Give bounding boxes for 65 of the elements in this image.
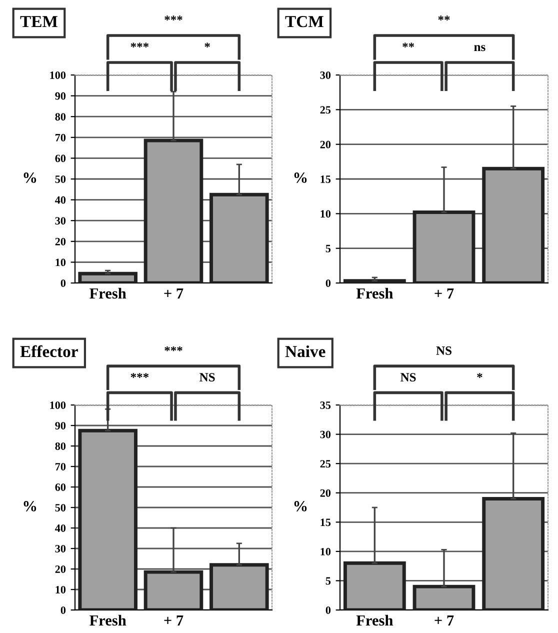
y-tick-label: 40	[55, 196, 66, 204]
y-axis-title: %	[294, 501, 307, 512]
x-tick-label: Fresh	[90, 614, 126, 626]
text: NS	[400, 373, 416, 382]
y-tick-label: 25	[320, 106, 331, 114]
x-tick-label: + 7	[434, 615, 454, 626]
y-axis-title: %	[294, 172, 307, 183]
y-tick-label: 10	[320, 548, 331, 556]
y-tick-label: 25	[320, 460, 331, 468]
text: *	[204, 42, 210, 48]
y-tick-label: 70	[55, 134, 66, 142]
y-tick-label: 100	[50, 71, 66, 79]
y-tick-label: 50	[55, 175, 66, 183]
y-tick-label: 70	[55, 462, 66, 470]
text: *	[477, 373, 482, 378]
y-tick-label: 15	[320, 176, 331, 183]
text: NS	[436, 346, 452, 355]
x-tick-label: Fresh	[90, 288, 126, 299]
y-tick-label: 0	[60, 606, 66, 614]
y-tick-label: 80	[55, 113, 66, 121]
text: ns	[474, 45, 486, 52]
y-tick-label: 30	[55, 544, 66, 552]
text: ***	[164, 16, 182, 20]
text: ***	[130, 373, 149, 378]
y-tick-label: 5	[326, 244, 331, 252]
y-tick-label: 20	[55, 565, 66, 573]
x-tick-label: Fresh	[356, 288, 393, 299]
y-tick-label: 10	[56, 258, 66, 266]
y-tick-label: 10	[56, 586, 66, 594]
y-axis-title: %	[24, 501, 36, 512]
chart-title: TEM	[20, 16, 58, 28]
text: ***	[164, 346, 182, 352]
y-tick-label: 5	[326, 577, 331, 585]
y-tick-label: 40	[55, 524, 66, 532]
y-tick-label: 60	[55, 154, 66, 162]
y-tick-label: 100	[50, 401, 66, 409]
text: **	[402, 42, 414, 48]
text: **	[438, 16, 450, 20]
text: ***	[130, 42, 149, 48]
chart-title: TCM	[285, 16, 324, 28]
y-tick-label: 30	[320, 430, 331, 438]
y-tick-label: 80	[55, 442, 66, 450]
x-tick-label: + 7	[164, 288, 184, 298]
y-tick-label: 0	[326, 279, 331, 287]
chart-title: Effector	[20, 345, 78, 358]
text: NS	[200, 373, 215, 382]
x-tick-label: + 7	[164, 615, 184, 626]
y-tick-label: 90	[55, 92, 66, 100]
y-tick-label: 35	[320, 401, 331, 409]
y-tick-label: 60	[55, 483, 66, 491]
y-tick-label: 30	[55, 217, 66, 225]
y-tick-label: 15	[320, 518, 331, 526]
y-axis-title: %	[24, 172, 36, 183]
y-tick-label: 0	[60, 279, 66, 287]
y-tick-label: 30	[320, 71, 331, 79]
chart-title: Naive	[285, 345, 326, 358]
x-tick-label: + 7	[434, 288, 454, 298]
y-tick-label: 0	[326, 606, 331, 614]
y-tick-label: 10	[320, 210, 331, 218]
y-tick-label: 20	[320, 489, 331, 497]
y-tick-label: 90	[55, 422, 66, 430]
y-tick-label: 50	[55, 504, 66, 512]
x-tick-label: Fresh	[356, 614, 393, 626]
y-tick-label: 20	[55, 238, 66, 246]
y-tick-label: 20	[320, 140, 331, 148]
